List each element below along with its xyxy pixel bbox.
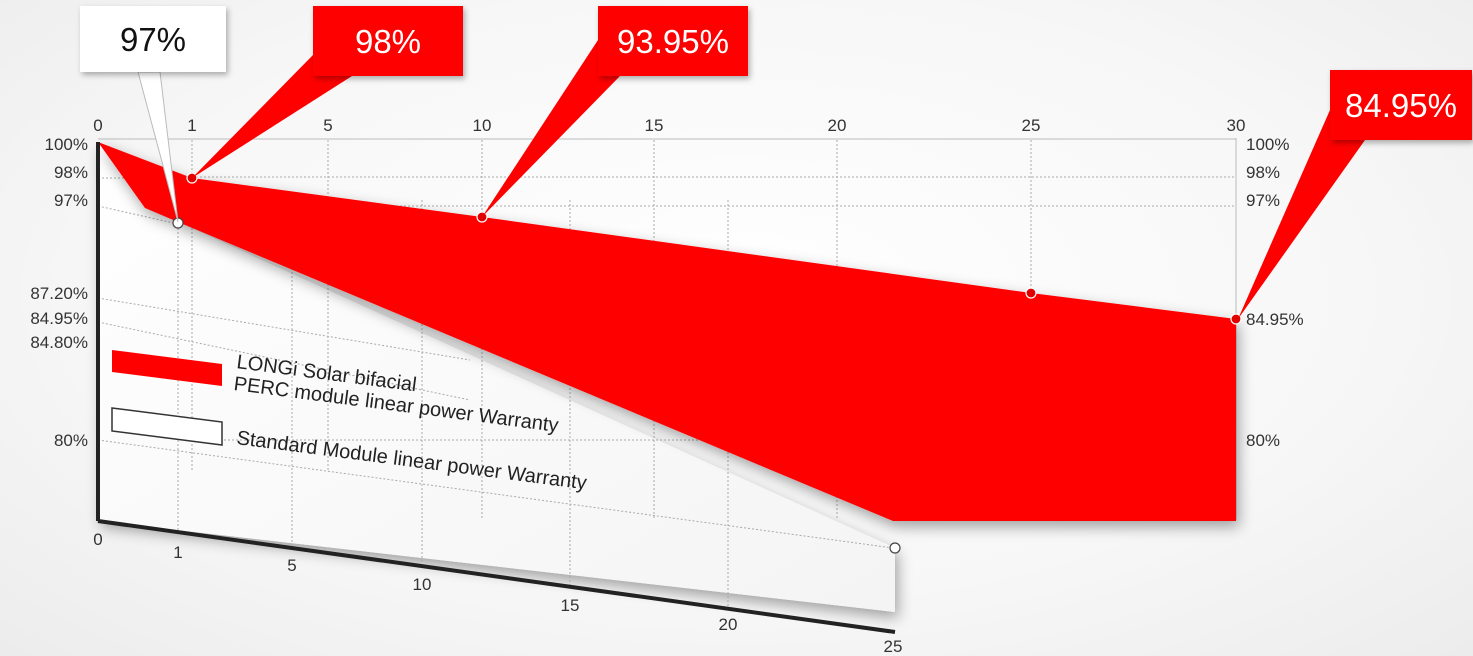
x-bottom-tick-label: 0 <box>93 530 102 549</box>
x-top-tick-label: 0 <box>93 116 102 135</box>
standard-point <box>889 542 901 554</box>
callout-label: 98% <box>355 23 421 60</box>
x-bottom-tick-label: 5 <box>287 556 296 575</box>
y-left-tick-label: 100% <box>45 135 88 154</box>
grid-leader-1 <box>97 297 471 361</box>
callout-label: 84.95% <box>1345 87 1457 124</box>
y-left-tick-label: 80% <box>54 431 88 450</box>
x-top-tick-label: 1 <box>187 116 196 135</box>
y-left-tick-label: 84.80% <box>30 333 88 352</box>
standard-area <box>98 142 895 612</box>
legend-swatch-standard <box>111 407 223 446</box>
y-left-tick-label: 98% <box>54 163 88 182</box>
x-bottom-tick-label: 25 <box>884 637 903 656</box>
x-top-tick-label: 25 <box>1022 116 1041 135</box>
callout-pointer <box>192 55 352 178</box>
standard-area-layer <box>98 142 895 612</box>
legend-swatch-bifacial-shape <box>112 350 222 386</box>
x-top-tick-label: 30 <box>1227 116 1246 135</box>
callout-pointer <box>1238 110 1365 319</box>
y-left-tick-label: 97% <box>54 191 88 210</box>
callout-3: 84.95% <box>1238 70 1472 319</box>
y-left-tick-label: 84.95% <box>30 309 88 328</box>
callout-pointer <box>482 40 620 217</box>
callout-box <box>313 6 463 76</box>
callout-0: 97% <box>80 6 226 223</box>
bifacial-point <box>1025 287 1037 299</box>
legend-swatch-bifacial <box>112 350 222 386</box>
callout-box <box>1330 70 1472 140</box>
callouts-layer: 97% 98% 93.95% 84.95% <box>80 6 1472 319</box>
callout-label: 97% <box>120 21 186 58</box>
x-bottom-tick-label: 20 <box>719 615 738 634</box>
legend-swatch-standard-shape <box>111 407 223 446</box>
x-top-tick-label: 5 <box>323 116 332 135</box>
callout-2: 93.95% <box>482 6 748 217</box>
grid-leader-0 <box>97 205 179 225</box>
y-left-tick-label: 87.20% <box>30 284 88 303</box>
bifacial-area <box>98 142 1236 521</box>
grid-leader-3 <box>97 439 894 549</box>
callout-label: 93.95% <box>617 23 729 60</box>
tick-labels-layer: 0 1 5 10 15 20 25 3001510152025100%98%97%87.20%… <box>30 116 1303 656</box>
callout-1: 98% <box>192 6 463 178</box>
y-right-tick-label: 80% <box>1246 431 1280 450</box>
callout-box <box>598 6 748 76</box>
bifacial-area-layer <box>98 142 1236 521</box>
y-right-tick-label: 98% <box>1246 163 1280 182</box>
x-top-tick-label: 15 <box>645 116 664 135</box>
x-top-tick-label: 20 <box>828 116 847 135</box>
x-bottom-tick-label: 15 <box>561 596 580 615</box>
bifacial-point <box>1230 313 1242 325</box>
x-top-tick-label: 10 <box>473 116 492 135</box>
y-right-tick-label: 84.95% <box>1246 310 1304 329</box>
grid-leader-2 <box>97 321 471 401</box>
x-bottom-tick-label: 10 <box>413 575 432 594</box>
y-right-tick-label: 100% <box>1246 135 1289 154</box>
y-right-tick-label: 97% <box>1246 191 1280 210</box>
x-axis-bottom <box>97 519 896 634</box>
callout-box <box>80 6 226 72</box>
axes-layer <box>96 142 896 634</box>
x-bottom-tick-label: 1 <box>173 543 182 562</box>
